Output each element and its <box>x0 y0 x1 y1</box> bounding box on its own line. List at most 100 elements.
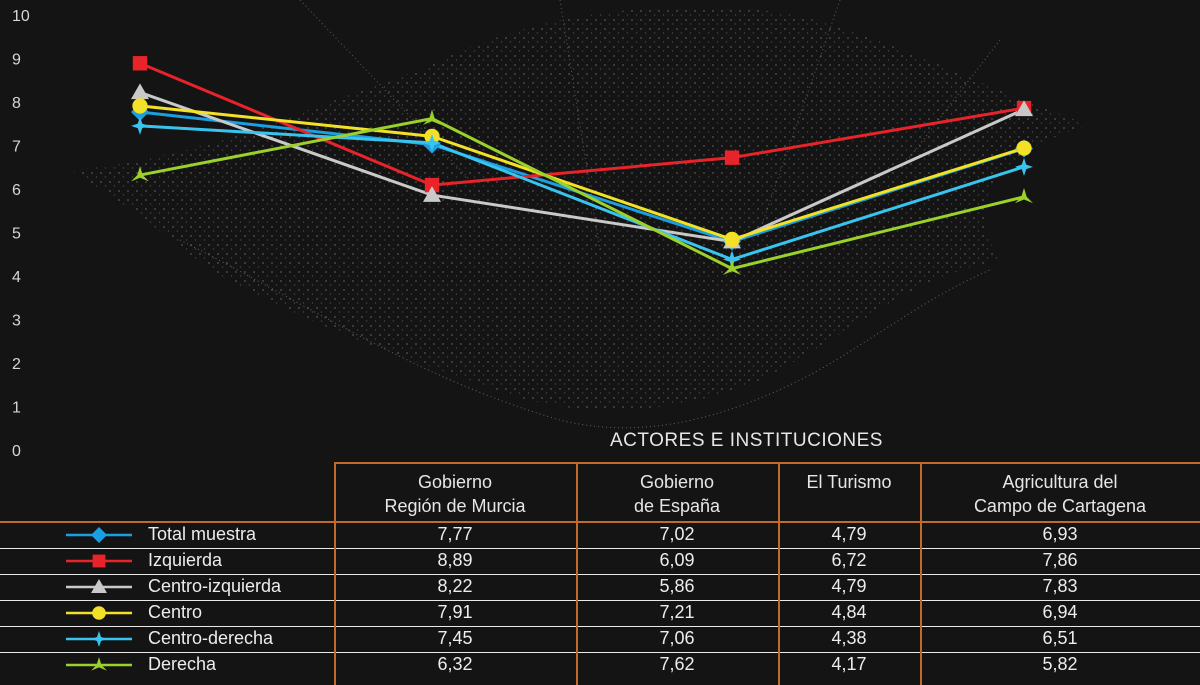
legend-series-name: Centro <box>148 602 203 622</box>
series-line <box>139 124 1025 262</box>
line-chart: 0 1 2 3 4 5 6 7 8 9 10 <box>12 8 1033 460</box>
legend-marker <box>91 631 107 647</box>
table-cell-value: 7,45 <box>437 628 473 648</box>
table-cell-value: 4,84 <box>831 602 867 622</box>
y-tick-label: 7 <box>12 139 21 156</box>
table-cell-value: 8,89 <box>437 550 473 570</box>
mesh-lower-shape <box>179 239 991 429</box>
table-row-divider <box>0 574 1200 575</box>
column-header-line: Región de Murcia <box>384 496 526 516</box>
series-line <box>139 116 1025 271</box>
data-point-marker <box>131 116 149 135</box>
legend-swatch <box>66 631 132 647</box>
table-column-divider <box>920 462 922 685</box>
table-row-divider <box>0 548 1200 549</box>
table-cell-value: 7,77 <box>437 524 473 544</box>
column-header-line <box>778 494 920 518</box>
column-header-line: Agricultura del <box>1002 472 1118 492</box>
legend-series-name: Izquierda <box>148 550 223 570</box>
table-cell-value: 7,62 <box>659 654 695 674</box>
table-border-top <box>334 462 1200 464</box>
legend-swatch <box>66 657 132 671</box>
table-cell-value: 7,06 <box>659 628 695 648</box>
y-tick-label: 2 <box>12 356 21 373</box>
data-point-marker <box>423 133 441 152</box>
table-column-divider <box>778 462 780 685</box>
data-point-marker <box>1015 187 1033 204</box>
series-line <box>139 104 1025 242</box>
data-point-marker <box>131 166 149 182</box>
table-cell-value: 7,21 <box>659 602 695 622</box>
table-cell-value: 6,94 <box>1042 602 1078 622</box>
table-cell-value: 6,32 <box>437 654 473 674</box>
legend-marker <box>91 657 107 671</box>
data-point-marker <box>424 177 440 193</box>
column-header: Gobierno de España <box>576 470 778 518</box>
table-title: ACTORES E INSTITUCIONES <box>610 430 883 451</box>
legend-series-name: Centro-derecha <box>148 628 274 648</box>
table-cell-value: 7,91 <box>437 602 473 622</box>
table-cell-value: 7,02 <box>659 524 695 544</box>
data-point-marker <box>723 250 741 269</box>
table-cell-value: 4,38 <box>831 628 867 648</box>
y-tick-label: 8 <box>12 95 21 112</box>
data-point-marker <box>1015 100 1033 117</box>
column-header-line: Gobierno <box>417 472 493 492</box>
series-markers <box>131 56 1033 275</box>
data-point-marker <box>131 83 149 100</box>
table-column-divider <box>334 462 336 685</box>
table-cell-value: 6,51 <box>1042 628 1078 648</box>
y-tick-label: 1 <box>12 400 21 417</box>
y-tick-label: 5 <box>12 226 21 243</box>
column-header-line: Gobierno <box>639 472 715 492</box>
table-cell-value: 8,22 <box>437 576 473 596</box>
table-row-divider <box>0 652 1200 653</box>
data-point-marker <box>132 98 148 114</box>
y-tick-label: 3 <box>12 313 21 330</box>
legend-marker <box>91 579 107 593</box>
column-header-line: El Turismo <box>806 472 892 492</box>
y-tick-label: 10 <box>12 8 30 25</box>
column-header: Agricultura del Campo de Cartagena <box>920 470 1200 518</box>
table-cell-value: 7,86 <box>1042 550 1078 570</box>
table-cell-value: 5,82 <box>1042 654 1078 674</box>
data-point-marker <box>724 231 740 248</box>
y-tick-label: 4 <box>12 269 21 286</box>
legend-swatch <box>66 554 132 568</box>
legend-marker <box>92 606 106 620</box>
table-column-divider <box>576 462 578 685</box>
table-row-divider <box>0 626 1200 627</box>
legend-series-name: Derecha <box>148 654 217 674</box>
series-lines <box>139 61 1025 271</box>
mesh-canopy-shape <box>70 7 1090 410</box>
data-point-marker <box>1016 140 1032 156</box>
data-point-marker <box>724 150 740 165</box>
series-line <box>139 61 1025 187</box>
table-cell-value: 4,79 <box>831 576 867 596</box>
table-cell-value: 7,83 <box>1042 576 1078 596</box>
column-header: El Turismo <box>778 470 920 518</box>
legend-series-name: Centro-izquierda <box>148 576 282 596</box>
data-point-marker <box>723 259 741 275</box>
y-tick-label: 0 <box>12 443 21 460</box>
y-tick-label: 6 <box>12 182 21 199</box>
data-point-marker <box>132 56 148 71</box>
legend-swatch <box>66 606 132 620</box>
column-header-line: Campo de Cartagena <box>973 496 1147 516</box>
legend-swatch <box>66 579 132 593</box>
table-cell-value: 5,86 <box>659 576 695 596</box>
data-point-marker <box>423 186 441 202</box>
table-cell-value: 6,09 <box>659 550 695 570</box>
table-header-divider <box>0 521 1200 523</box>
y-tick-label: 9 <box>12 52 21 69</box>
table-cell-value: 6,72 <box>831 550 867 570</box>
legend-series-name: Total muestra <box>148 524 257 544</box>
legend-swatch <box>66 527 132 543</box>
data-point-marker <box>1015 157 1033 176</box>
table-cell-value: 4,17 <box>831 654 867 674</box>
table-cell-value: 4,79 <box>831 524 867 544</box>
series-line <box>139 91 1025 244</box>
table-row-divider <box>0 600 1200 601</box>
data-point-marker <box>423 109 441 125</box>
